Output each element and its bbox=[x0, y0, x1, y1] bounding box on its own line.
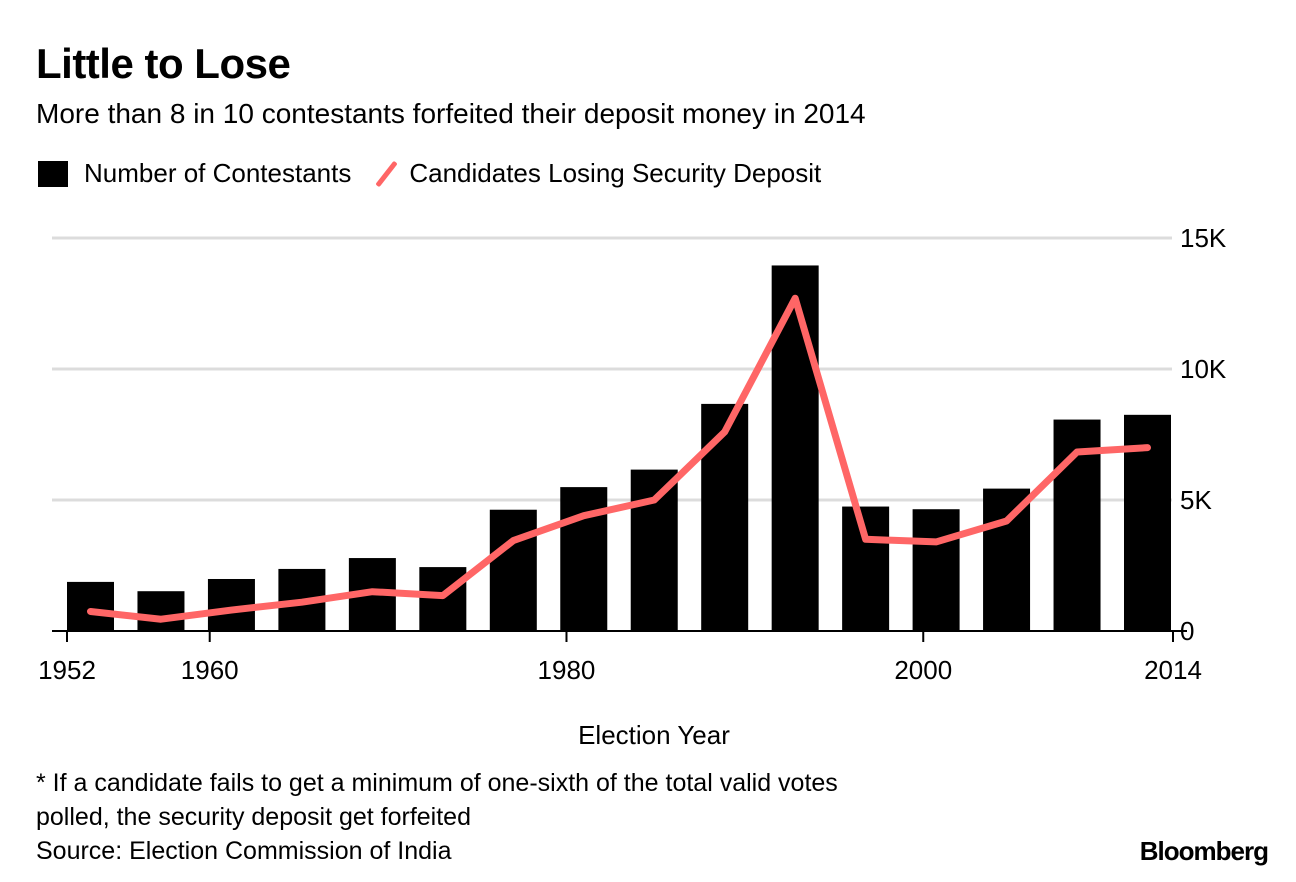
y-tick-label: 5K bbox=[1180, 485, 1212, 515]
legend-item-contestants: Number of Contestants bbox=[38, 158, 351, 189]
footnote-line-2: polled, the security deposit get forfeit… bbox=[36, 803, 471, 831]
bar-1980 bbox=[489, 509, 537, 631]
bar-1996 bbox=[771, 265, 819, 631]
chart-title: Little to Lose bbox=[36, 40, 291, 87]
legend-bar-swatch-icon bbox=[38, 160, 68, 187]
bar-1991 bbox=[701, 403, 749, 631]
legend-item-deposit-lost: Candidates Losing Security Deposit bbox=[373, 158, 821, 189]
bar-1957 bbox=[137, 591, 185, 631]
footnote: * If a candidate fails to get a minimum … bbox=[36, 766, 838, 868]
bar-1998 bbox=[842, 506, 890, 631]
footnote-line-1: * If a candidate fails to get a minimum … bbox=[36, 769, 838, 797]
bar-2004 bbox=[983, 488, 1031, 631]
legend-label-contestants: Number of Contestants bbox=[84, 158, 352, 188]
legend-label-deposit-lost: Candidates Losing Security Deposit bbox=[409, 158, 822, 188]
x-tick-label: 1980 bbox=[538, 655, 596, 685]
bar-1952 bbox=[67, 581, 114, 631]
x-axis-title: Election Year bbox=[578, 720, 730, 750]
x-tick-label: 2014 bbox=[1144, 655, 1202, 685]
bar-1989 bbox=[630, 469, 678, 631]
y-tick-label: 15K bbox=[1180, 223, 1227, 253]
bloomberg-logo: Bloomberg bbox=[1139, 836, 1269, 866]
y-tick-label: 0 bbox=[1180, 616, 1194, 646]
x-tick-label: 1960 bbox=[181, 655, 239, 685]
deposit-lost-line bbox=[87, 294, 1151, 623]
legend: Number of Contestants Candidates Losing … bbox=[38, 158, 843, 189]
x-tick-label: 1952 bbox=[38, 655, 96, 685]
x-tick-label: 2000 bbox=[894, 655, 952, 685]
bar-1999 bbox=[912, 509, 960, 631]
chart-subtitle: More than 8 in 10 contestants forfeited … bbox=[36, 98, 866, 129]
source-note: Source: Election Commission of India bbox=[36, 837, 452, 865]
y-tick-label: 10K bbox=[1180, 354, 1227, 384]
